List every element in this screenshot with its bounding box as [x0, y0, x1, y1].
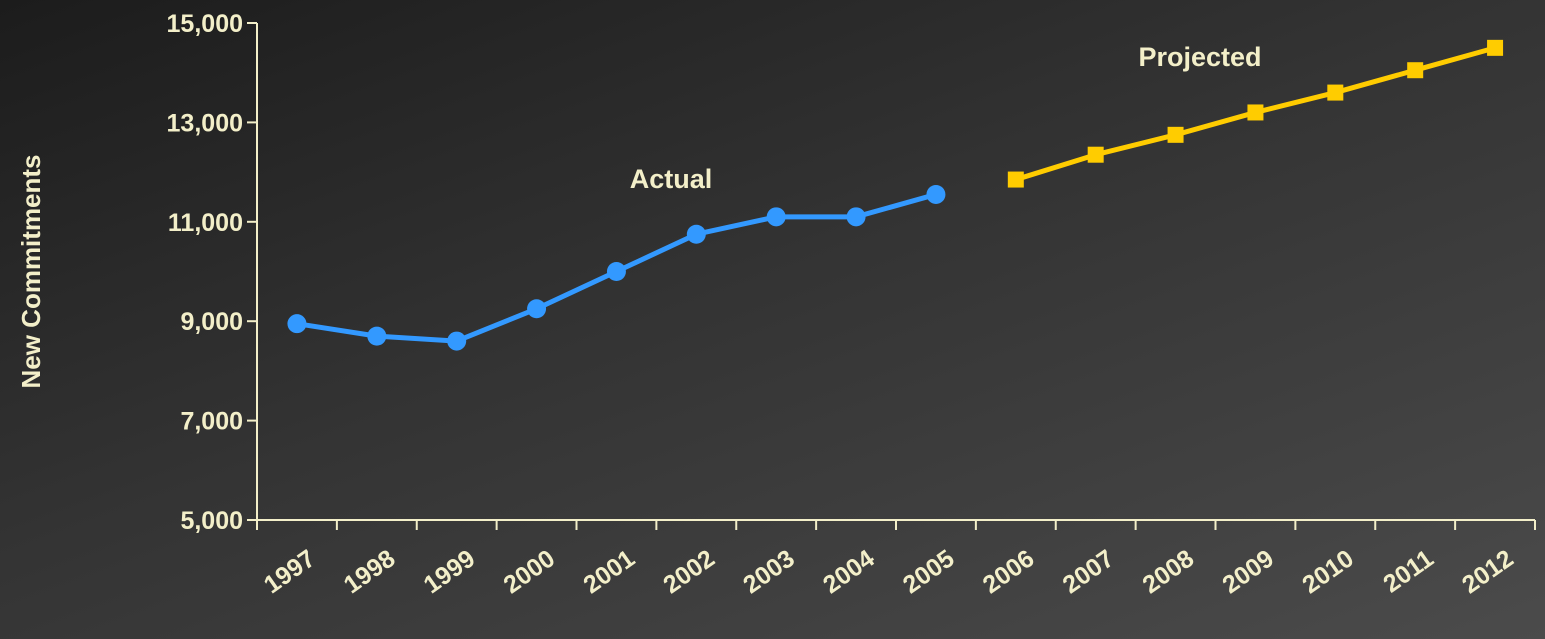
y-tick-label: 7,000: [180, 408, 243, 436]
x-tick-label: 1997: [259, 544, 321, 599]
series-layer: [287, 39, 1504, 351]
y-ticks: 5,000 7,000 9,000 11,000 13,000 15,000: [167, 10, 257, 535]
x-tick-label: 2002: [658, 544, 720, 599]
data-point: [1487, 39, 1504, 56]
annotation-projected: Projected: [1138, 42, 1261, 72]
x-tick-label: 2004: [818, 544, 880, 599]
series-actual: [287, 184, 946, 351]
annotations: Actual Projected: [630, 42, 1262, 194]
y-tick-label: 15,000: [167, 10, 243, 38]
data-point: [1007, 171, 1024, 188]
data-point: [367, 326, 387, 346]
x-tick-label: 2009: [1217, 544, 1279, 599]
y-tick-label: 13,000: [167, 109, 243, 137]
x-tick-label: 2000: [498, 544, 560, 599]
x-tick-label: 2006: [978, 544, 1040, 599]
y-tick-label: 5,000: [180, 507, 243, 535]
data-point: [606, 262, 626, 281]
x-tick-label: 2007: [1058, 544, 1120, 599]
data-point: [846, 207, 866, 227]
data-point: [1247, 104, 1264, 121]
x-tick-label: 2001: [578, 544, 640, 599]
y-tick-label: 11,000: [168, 209, 243, 237]
x-tick-label: 2010: [1297, 544, 1359, 599]
series-projected: [1007, 39, 1504, 188]
x-tick-label: 2011: [1378, 544, 1439, 598]
data-point: [287, 314, 307, 334]
data-point: [686, 224, 706, 244]
data-point: [1087, 146, 1104, 163]
y-axis-title: New Commitments: [16, 154, 46, 388]
x-tick-label: 2003: [738, 544, 800, 599]
data-point: [766, 207, 786, 227]
x-tick-label: 2012: [1457, 544, 1519, 599]
data-point: [1407, 62, 1424, 79]
data-point: [447, 331, 467, 351]
x-tick-label: 2005: [898, 544, 960, 599]
y-tick-label: 9,000: [180, 308, 243, 336]
x-ticks: 1997 1998 1999 2000 2001 2002 2003 2004 2005 2006…: [256, 520, 1536, 599]
data-point: [1167, 126, 1184, 143]
x-tick-label: 1998: [339, 544, 401, 599]
annotation-actual: Actual: [630, 164, 713, 194]
x-tick-label: 2008: [1137, 544, 1199, 599]
data-point: [1327, 84, 1344, 101]
data-point: [527, 299, 547, 319]
x-tick-label: 1999: [419, 544, 481, 599]
data-point: [926, 184, 946, 204]
